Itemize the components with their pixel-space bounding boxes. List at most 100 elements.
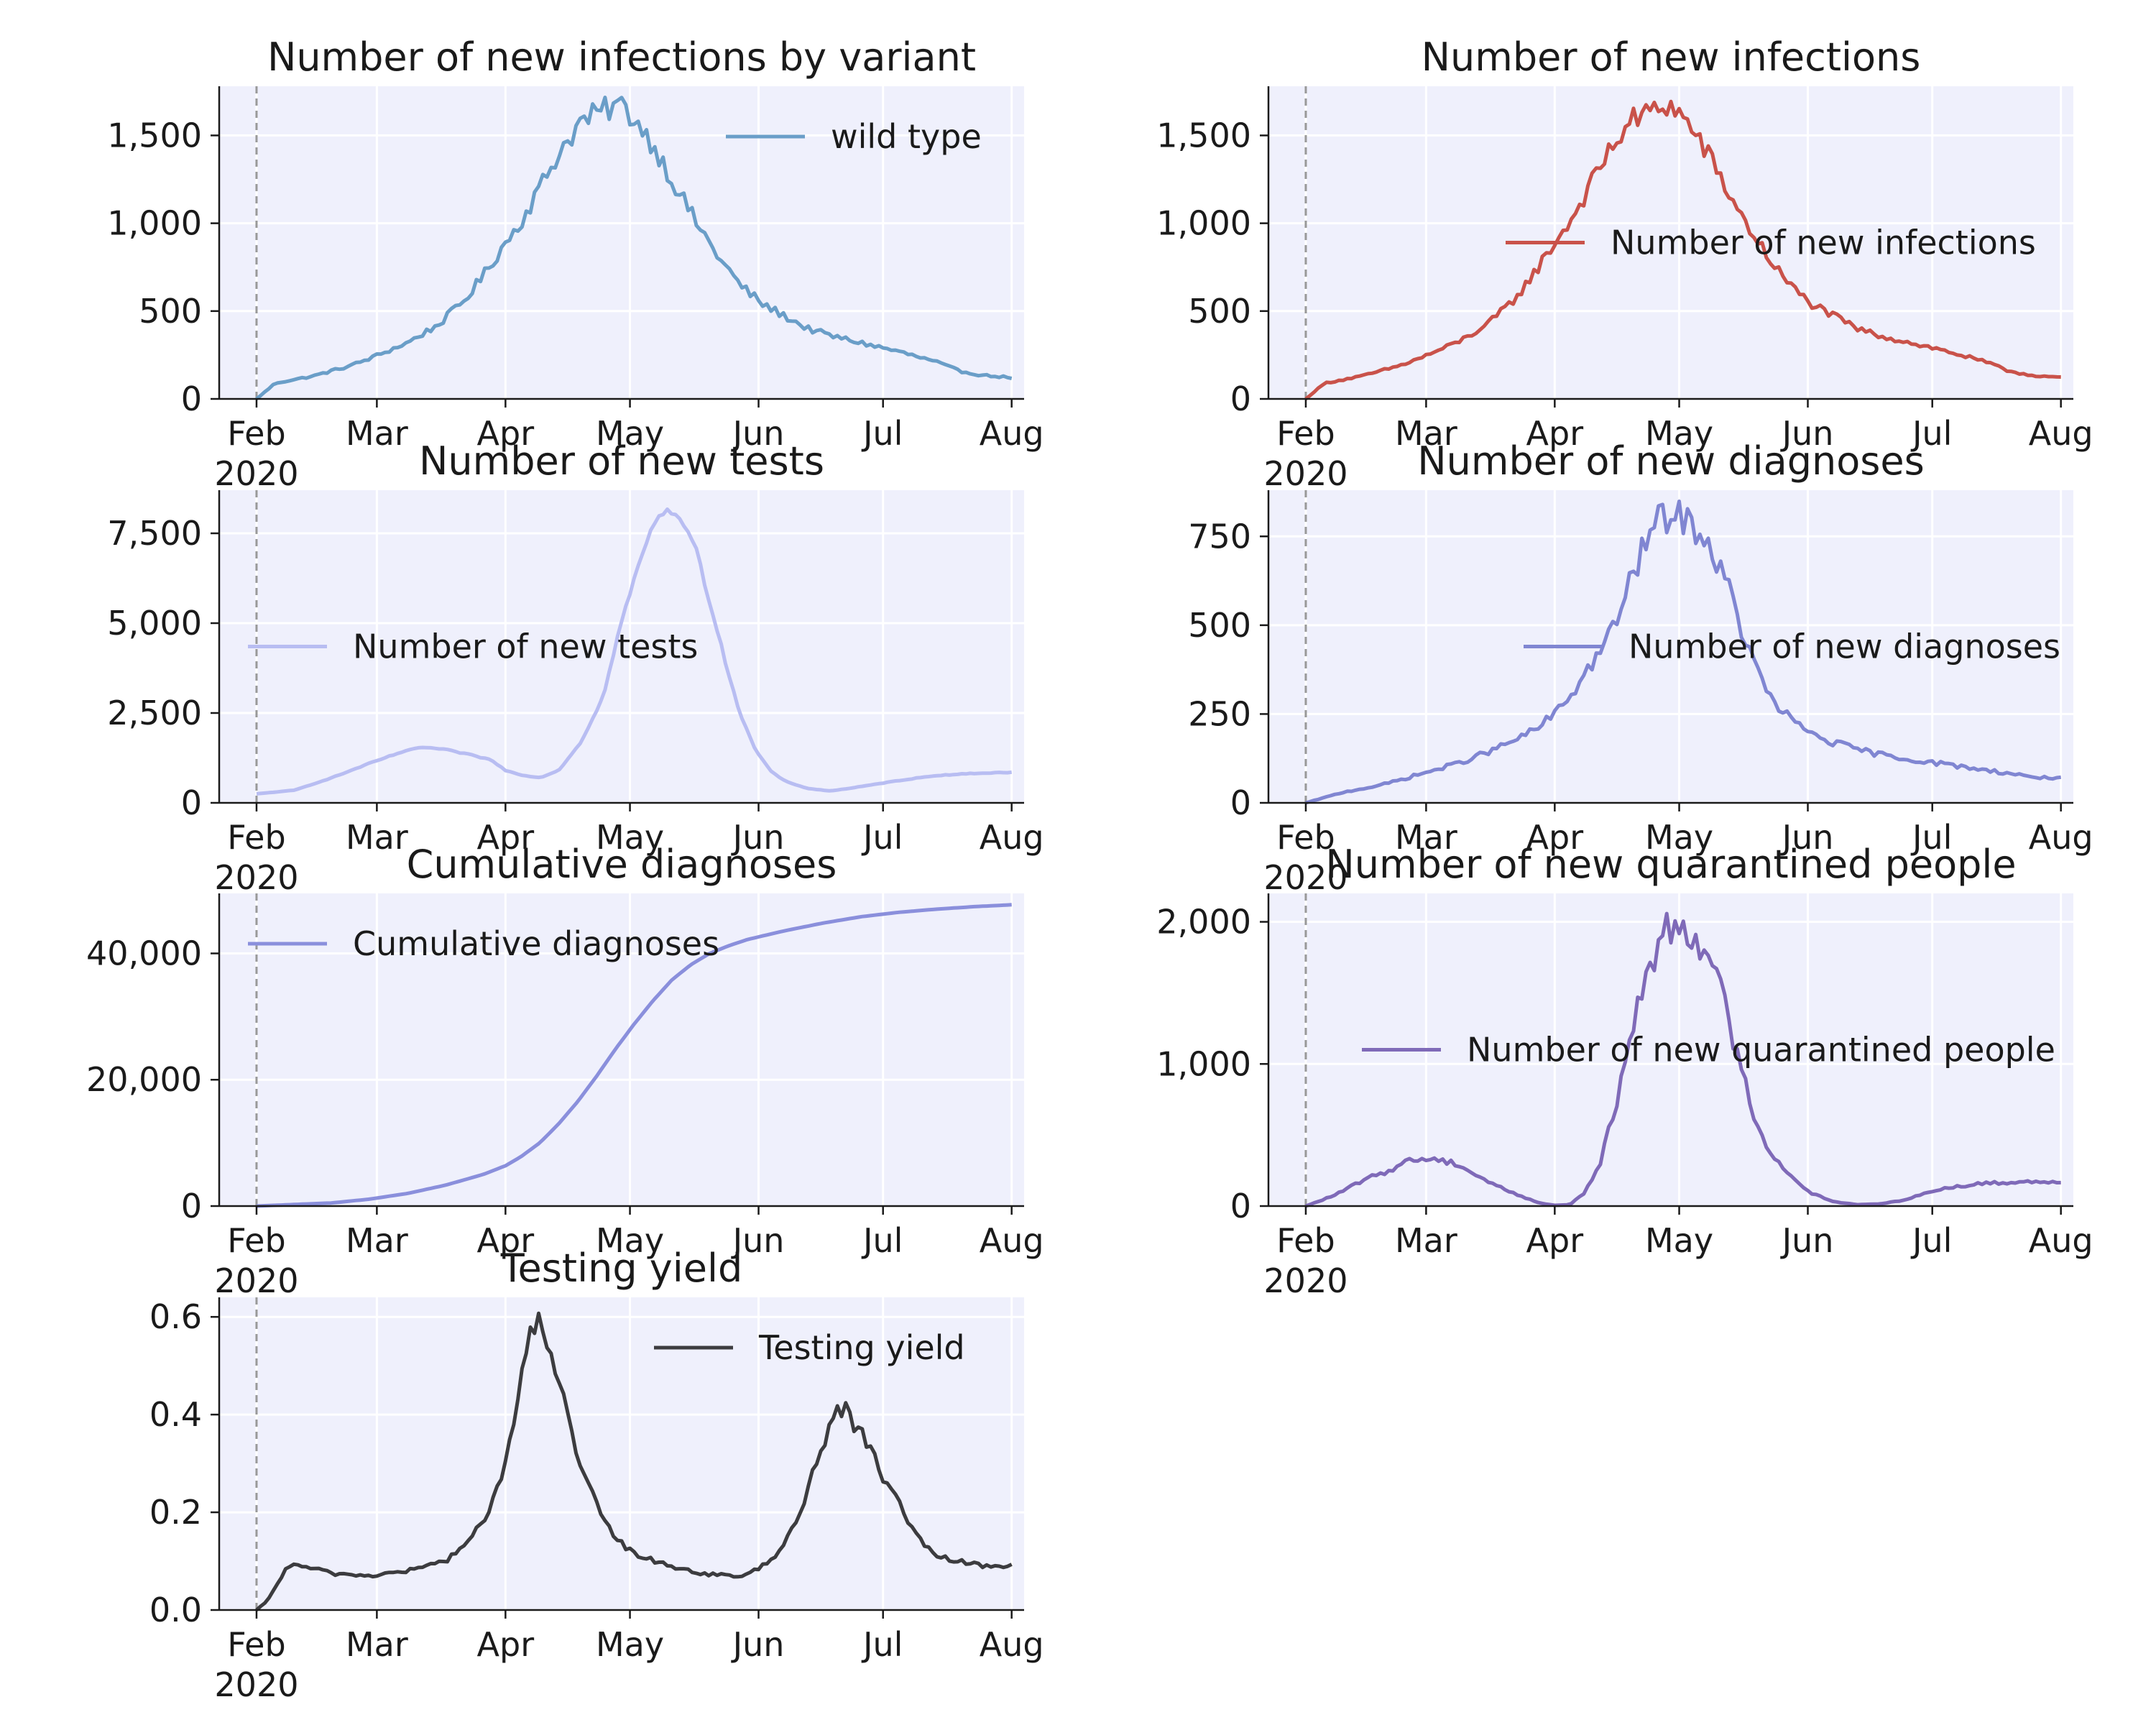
- y-tick-label: 20,000: [86, 1060, 202, 1099]
- y-tick-label: 1,000: [107, 204, 202, 243]
- x-tick-label: Jun: [731, 818, 785, 857]
- y-tick-label: 7,500: [107, 514, 202, 553]
- y-tick-label: 2,500: [107, 694, 202, 732]
- legend-label: wild type: [831, 117, 982, 156]
- x-tick-label: Jun: [1780, 818, 1834, 857]
- x-tick-label: Apr: [477, 414, 535, 453]
- x-tick-label: Aug: [980, 1625, 1044, 1664]
- x-tick-label: Aug: [2029, 818, 2093, 857]
- y-tick-label: 0: [181, 380, 202, 418]
- x-tick-label: Apr: [1526, 414, 1584, 453]
- y-tick-label: 750: [1188, 517, 1251, 556]
- y-tick-label: 1,000: [1156, 204, 1251, 243]
- x-tick-label: Mar: [346, 818, 408, 857]
- plot-area: [219, 490, 1024, 803]
- x-tick-label: 2020: [214, 1665, 298, 1704]
- plot-area: [1268, 86, 2073, 399]
- x-tick-label: Jul: [861, 1221, 903, 1260]
- x-tick-label: May: [1645, 414, 1713, 453]
- x-tick-label: 2020: [214, 454, 298, 493]
- plot-area: [1268, 490, 2073, 803]
- x-tick-label: Jul: [1910, 1221, 1953, 1260]
- x-tick-label: Feb: [1276, 818, 1335, 857]
- y-tick-label: 0.2: [149, 1493, 202, 1532]
- y-tick-label: 5,000: [107, 604, 202, 643]
- x-tick-label: Aug: [2029, 1221, 2093, 1260]
- x-tick-label: Apr: [1526, 818, 1584, 857]
- plot-area: [219, 893, 1024, 1206]
- series-line: [1305, 911, 2061, 1208]
- y-tick-label: 40,000: [86, 934, 202, 972]
- x-tick-label: May: [596, 1625, 664, 1664]
- x-tick-label: Feb: [227, 1221, 285, 1260]
- x-tick-label: Jun: [1780, 1221, 1834, 1260]
- x-tick-label: Jun: [1780, 414, 1834, 453]
- y-tick-label: 0: [1230, 380, 1251, 418]
- x-tick-label: Jun: [731, 1221, 785, 1260]
- y-tick-label: 0.6: [149, 1297, 202, 1336]
- y-tick-label: 2,000: [1156, 903, 1251, 942]
- x-tick-label: Feb: [227, 1625, 285, 1664]
- x-tick-label: Mar: [346, 414, 408, 453]
- x-tick-label: May: [596, 414, 664, 453]
- y-tick-label: 0: [1230, 1187, 1251, 1225]
- legend-label: Number of new infections: [1611, 224, 2036, 262]
- chart-title: Cumulative diagnoses: [407, 842, 837, 887]
- y-tick-label: 500: [139, 292, 202, 331]
- x-tick-label: Apr: [477, 1625, 535, 1664]
- y-tick-label: 0.4: [149, 1395, 202, 1434]
- y-tick-label: 0: [181, 1187, 202, 1225]
- series-line: [255, 1311, 1013, 1611]
- x-tick-label: 2020: [1263, 858, 1348, 897]
- chart-title: Number of new infections by variant: [267, 34, 976, 80]
- series-line: [1304, 99, 2061, 400]
- x-tick-label: May: [1645, 1221, 1713, 1260]
- y-tick-label: 250: [1188, 694, 1251, 733]
- x-tick-label: May: [596, 818, 664, 857]
- x-tick-label: Apr: [477, 818, 535, 857]
- chart-title: Testing yield: [500, 1246, 742, 1291]
- chart-title: Number of new quarantined people: [1325, 842, 2016, 887]
- x-tick-label: Jun: [731, 1625, 785, 1664]
- y-tick-label: 1,500: [1156, 116, 1251, 155]
- plot-area: [219, 86, 1024, 399]
- x-tick-label: Aug: [980, 414, 1044, 453]
- y-tick-label: 500: [1188, 606, 1251, 645]
- y-tick-label: 0: [1230, 783, 1251, 822]
- x-tick-label: Aug: [2029, 414, 2093, 453]
- x-tick-label: Aug: [980, 818, 1044, 857]
- legend-label: Number of new quarantined people: [1467, 1031, 2055, 1070]
- x-tick-label: Mar: [346, 1221, 408, 1260]
- x-tick-label: Jul: [861, 1625, 903, 1664]
- legend-label: Cumulative diagnoses: [353, 924, 719, 963]
- x-tick-label: Jun: [731, 414, 785, 453]
- series-line: [256, 903, 1012, 1208]
- x-tick-label: 2020: [1263, 454, 1348, 493]
- x-tick-label: Feb: [1276, 1221, 1335, 1260]
- x-tick-label: Mar: [346, 1625, 408, 1664]
- x-tick-label: Jul: [1910, 414, 1953, 453]
- x-tick-label: Mar: [1395, 818, 1457, 857]
- x-tick-label: Apr: [477, 1221, 535, 1260]
- series-line: [1305, 500, 2061, 805]
- y-tick-label: 1,500: [107, 116, 202, 155]
- legend-label: Testing yield: [758, 1328, 965, 1367]
- x-tick-label: Feb: [227, 414, 285, 453]
- x-tick-label: May: [1645, 818, 1713, 857]
- x-tick-label: Feb: [1276, 414, 1335, 453]
- x-tick-label: Jul: [1910, 818, 1953, 857]
- x-tick-label: Aug: [980, 1221, 1044, 1260]
- x-tick-label: Feb: [227, 818, 285, 857]
- legend-label: Number of new tests: [353, 627, 698, 666]
- x-tick-label: Mar: [1395, 414, 1457, 453]
- legend-label: Number of new diagnoses: [1628, 627, 2060, 666]
- plot-area: [219, 1297, 1024, 1610]
- y-tick-label: 0: [181, 783, 202, 822]
- x-tick-label: Apr: [1526, 1221, 1584, 1260]
